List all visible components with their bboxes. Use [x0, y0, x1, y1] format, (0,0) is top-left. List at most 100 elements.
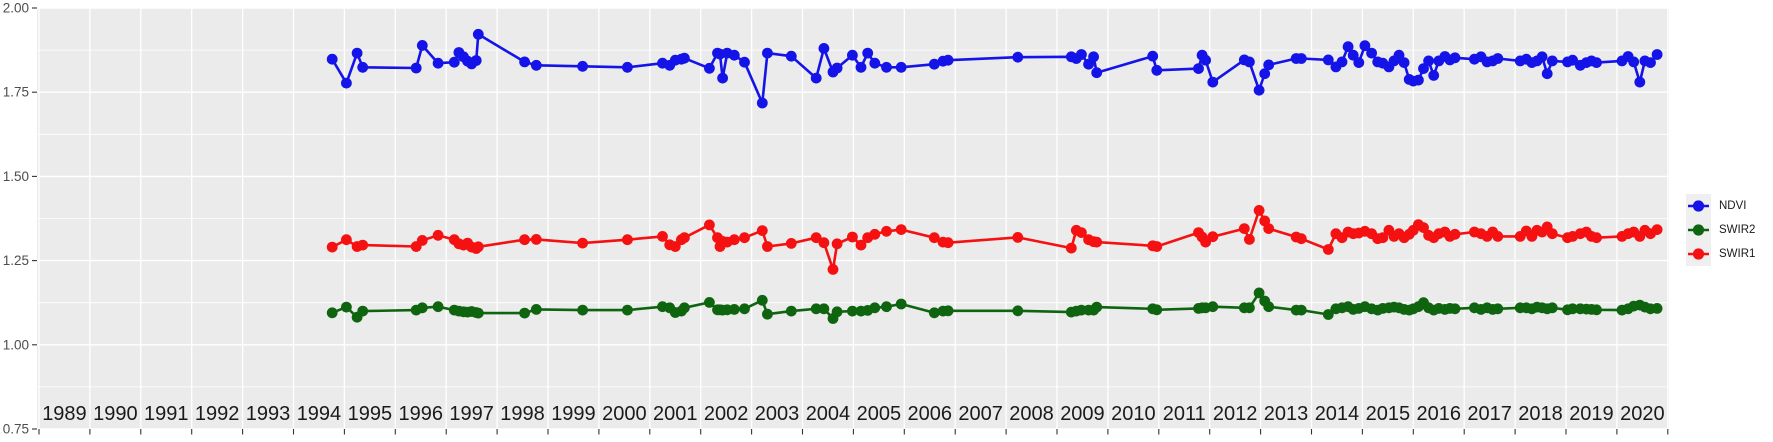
- data-point-ndvi[interactable]: [1253, 84, 1265, 96]
- data-point-ndvi[interactable]: [1091, 67, 1103, 79]
- data-point-swir1[interactable]: [728, 234, 740, 246]
- data-point-swir1[interactable]: [756, 225, 768, 237]
- data-point-ndvi[interactable]: [728, 49, 740, 61]
- legend-item-swir2[interactable]: SWIR2: [1686, 218, 1755, 242]
- data-point-ndvi[interactable]: [1628, 56, 1640, 68]
- data-point-ndvi[interactable]: [1398, 57, 1410, 68]
- data-point-swir2[interactable]: [810, 303, 822, 315]
- data-point-ndvi[interactable]: [1567, 54, 1578, 66]
- data-point-swir2[interactable]: [1591, 304, 1602, 316]
- data-point-ndvi[interactable]: [942, 54, 954, 66]
- data-point-ndvi[interactable]: [1428, 70, 1440, 81]
- data-point-swir2[interactable]: [472, 307, 484, 319]
- data-point-swir1[interactable]: [1591, 232, 1602, 244]
- data-point-ndvi[interactable]: [1076, 49, 1087, 60]
- data-point-ndvi[interactable]: [1418, 63, 1429, 74]
- data-point-swir1[interactable]: [855, 239, 867, 251]
- data-point-ndvi[interactable]: [1366, 47, 1377, 59]
- data-point-ndvi[interactable]: [1645, 57, 1656, 68]
- data-point-swir2[interactable]: [1295, 304, 1307, 316]
- data-point-swir2[interactable]: [928, 307, 940, 319]
- data-point-swir1[interactable]: [847, 231, 858, 243]
- data-point-ndvi[interactable]: [831, 62, 843, 74]
- data-point-ndvi[interactable]: [1322, 54, 1334, 66]
- data-point-swir2[interactable]: [756, 294, 768, 306]
- data-point-ndvi[interactable]: [1413, 74, 1424, 86]
- data-point-ndvi[interactable]: [818, 43, 830, 54]
- data-point-swir2[interactable]: [942, 305, 954, 317]
- data-point-swir2[interactable]: [326, 307, 338, 319]
- data-point-swir1[interactable]: [942, 237, 954, 249]
- data-point-ndvi[interactable]: [432, 57, 444, 69]
- data-point-ndvi[interactable]: [1651, 49, 1663, 60]
- data-point-swir2[interactable]: [831, 306, 843, 318]
- data-point-swir1[interactable]: [1449, 228, 1461, 240]
- data-point-ndvi[interactable]: [326, 53, 338, 65]
- data-point-swir1[interactable]: [416, 235, 428, 246]
- data-point-ndvi[interactable]: [472, 28, 484, 40]
- data-point-swir2[interactable]: [1244, 302, 1255, 314]
- data-point-swir2[interactable]: [1151, 304, 1163, 316]
- data-point-ndvi[interactable]: [357, 61, 369, 73]
- data-point-ndvi[interactable]: [416, 40, 428, 51]
- data-point-ndvi[interactable]: [1207, 76, 1219, 88]
- data-point-swir2[interactable]: [728, 304, 740, 315]
- data-point-swir1[interactable]: [519, 234, 530, 246]
- data-point-ndvi[interactable]: [717, 72, 728, 84]
- data-point-swir2[interactable]: [530, 304, 542, 315]
- data-point-swir1[interactable]: [704, 219, 715, 231]
- data-point-ndvi[interactable]: [530, 59, 542, 71]
- data-point-ndvi[interactable]: [622, 61, 633, 73]
- data-point-ndvi[interactable]: [869, 57, 881, 69]
- data-point-swir1[interactable]: [357, 239, 369, 251]
- data-point-swir1[interactable]: [881, 225, 892, 237]
- data-point-ndvi[interactable]: [1359, 40, 1371, 52]
- data-point-ndvi[interactable]: [1012, 51, 1024, 63]
- data-point-swir2[interactable]: [357, 305, 369, 317]
- data-point-swir2[interactable]: [704, 297, 715, 308]
- data-point-swir2[interactable]: [881, 301, 892, 313]
- data-point-swir1[interactable]: [1244, 234, 1255, 245]
- data-point-swir1[interactable]: [895, 224, 907, 236]
- data-point-swir1[interactable]: [1065, 242, 1077, 254]
- data-point-swir1[interactable]: [827, 264, 839, 275]
- data-point-ndvi[interactable]: [895, 61, 907, 73]
- data-point-swir1[interactable]: [1151, 241, 1163, 252]
- data-point-swir2[interactable]: [785, 305, 797, 317]
- data-point-swir1[interactable]: [739, 232, 750, 244]
- data-point-swir2[interactable]: [432, 301, 444, 313]
- data-point-ndvi[interactable]: [1536, 51, 1548, 63]
- data-point-swir2[interactable]: [679, 302, 690, 314]
- data-point-ndvi[interactable]: [519, 56, 530, 68]
- data-point-ndvi[interactable]: [810, 72, 822, 84]
- data-point-ndvi[interactable]: [1591, 57, 1602, 68]
- data-point-swir2[interactable]: [1651, 303, 1663, 314]
- data-point-swir1[interactable]: [1207, 231, 1219, 243]
- data-point-ndvi[interactable]: [577, 60, 588, 72]
- data-point-ndvi[interactable]: [1147, 50, 1159, 62]
- data-point-ndvi[interactable]: [1541, 68, 1553, 80]
- data-point-swir2[interactable]: [869, 302, 881, 314]
- data-point-ndvi[interactable]: [341, 77, 352, 89]
- data-point-swir1[interactable]: [1091, 236, 1103, 248]
- data-point-ndvi[interactable]: [1200, 54, 1211, 66]
- data-point-swir1[interactable]: [679, 232, 690, 244]
- data-point-swir1[interactable]: [1253, 205, 1265, 216]
- data-point-swir2[interactable]: [577, 304, 588, 316]
- data-point-swir1[interactable]: [1492, 231, 1504, 242]
- data-point-swir1[interactable]: [657, 231, 668, 242]
- data-point-ndvi[interactable]: [679, 52, 690, 64]
- data-point-swir1[interactable]: [1418, 222, 1429, 234]
- data-point-ndvi[interactable]: [855, 61, 867, 73]
- data-point-ndvi[interactable]: [1151, 64, 1163, 76]
- data-point-ndvi[interactable]: [704, 62, 715, 74]
- data-point-ndvi[interactable]: [1244, 56, 1255, 68]
- data-point-swir2[interactable]: [762, 308, 773, 320]
- data-point-swir2[interactable]: [1207, 301, 1219, 313]
- data-point-ndvi[interactable]: [762, 47, 773, 59]
- data-point-swir1[interactable]: [785, 238, 797, 249]
- data-point-swir2[interactable]: [895, 298, 907, 310]
- data-point-ndvi[interactable]: [928, 58, 940, 70]
- data-point-swir2[interactable]: [519, 307, 530, 319]
- data-point-swir2[interactable]: [1012, 305, 1024, 317]
